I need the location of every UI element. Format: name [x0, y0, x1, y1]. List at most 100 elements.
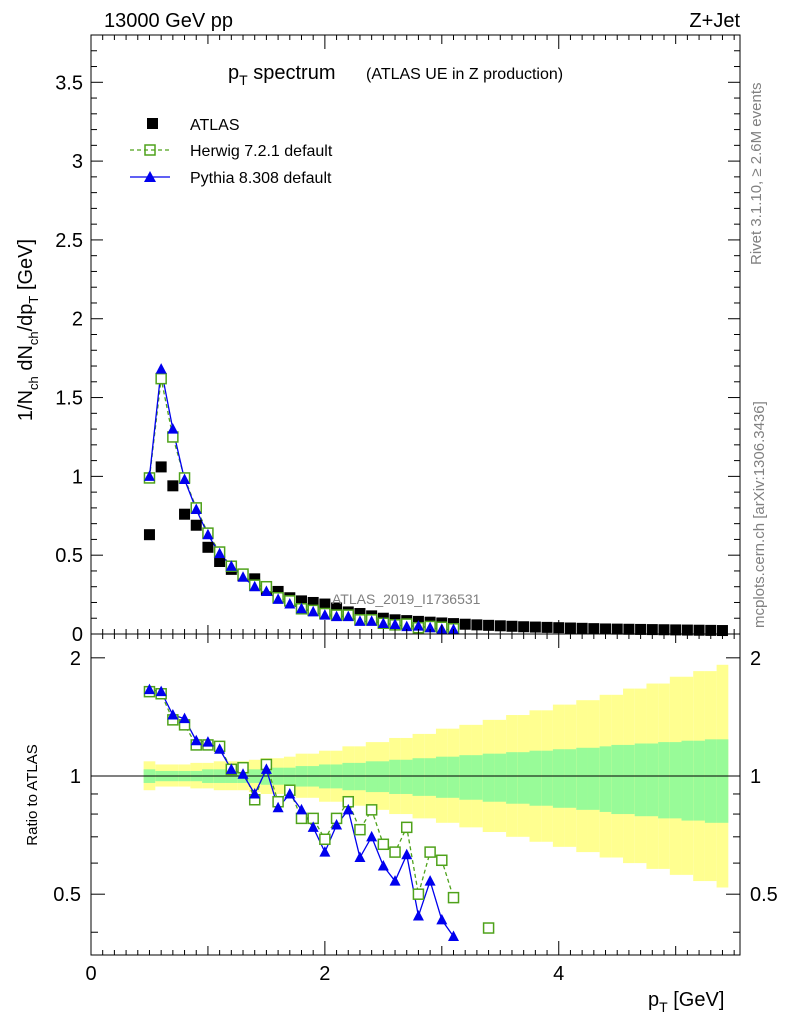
pythia-marker	[190, 503, 202, 514]
legend-atlas-marker	[147, 118, 158, 129]
atlas-data-point	[167, 480, 179, 492]
herwig-marker	[447, 891, 460, 904]
pythia-marker	[331, 610, 343, 622]
herwig-marker	[424, 846, 436, 858]
pythia-marker	[307, 821, 319, 832]
pythia-marker	[331, 819, 343, 830]
pythia-marker	[214, 743, 226, 754]
stat-uncertainty-band	[704, 739, 717, 823]
main-y-tick-label: 1.5	[55, 388, 83, 410]
stat-uncertainty-band	[459, 755, 472, 800]
pythia-marker	[412, 909, 424, 921]
pythia-marker	[448, 930, 460, 942]
herwig-marker	[365, 804, 378, 816]
stat-uncertainty-band	[400, 759, 413, 794]
stat-uncertainty-band	[365, 761, 378, 793]
legend-pythia-label: Pythia 8.308 default	[190, 170, 332, 187]
herwig-marker	[155, 372, 167, 385]
pythia-marker	[377, 617, 389, 628]
stat-uncertainty-band	[517, 752, 530, 804]
stat-uncertainty-band	[599, 746, 612, 812]
legend-pythia-marker	[144, 171, 156, 182]
header-right: Z+Jet	[689, 10, 740, 32]
legend-herwig-label: Herwig 7.2.1 default	[190, 143, 333, 160]
pythia-marker	[272, 801, 284, 813]
atlas-data-point	[202, 541, 214, 553]
stat-uncertainty-band	[447, 756, 460, 798]
herwig-marker	[377, 838, 390, 851]
pythia-marker	[377, 859, 389, 871]
pythia-marker	[424, 875, 436, 886]
pythia-marker	[401, 620, 413, 632]
atlas-data-point	[564, 622, 576, 634]
atlas-data-point	[494, 620, 506, 632]
pythia-marker	[202, 528, 214, 540]
atlas-data-point	[576, 622, 588, 634]
pythia-marker	[366, 830, 378, 842]
main-panel-frame	[90, 34, 741, 635]
herwig-marker	[412, 888, 425, 900]
herwig-marker	[295, 812, 308, 825]
herwig-marker	[389, 846, 401, 858]
pythia-marker	[448, 623, 460, 635]
stat-uncertainty-band	[658, 742, 670, 819]
stat-uncertainty-band	[389, 759, 401, 794]
stat-uncertainty-band	[412, 758, 425, 796]
stat-uncertainty-band	[506, 752, 518, 804]
main-y-axis-label: 1/Nch dNch/dpT [GeV]	[15, 239, 41, 421]
main-y-tick-label: 3.5	[55, 72, 83, 94]
atlas-data-point	[471, 619, 483, 631]
atlas-data-point	[518, 621, 530, 633]
atlas-data-point	[190, 519, 202, 531]
herwig-marker	[436, 854, 448, 867]
pythia-marker	[389, 875, 401, 886]
herwig-marker	[354, 823, 366, 836]
pythia-marker	[225, 560, 237, 571]
atlas-data-point	[249, 573, 261, 585]
herwig-marker	[400, 821, 413, 834]
pythia-marker	[319, 846, 331, 857]
stat-uncertainty-band	[435, 756, 448, 798]
pythia-marker	[237, 768, 249, 779]
atlas-data-point	[459, 618, 471, 630]
herwig-marker	[482, 922, 495, 934]
stat-uncertainty-band	[354, 762, 366, 791]
legend-herwig-marker	[144, 144, 156, 156]
pythia-marker	[202, 736, 214, 747]
herwig-marker	[319, 833, 331, 846]
pythia-marker	[249, 787, 261, 799]
mcplots-label: mcplots.cern.ch [arXiv:1306.3436]	[751, 401, 768, 628]
main-y-tick-label: 0.5	[55, 545, 83, 567]
stat-uncertainty-band	[634, 743, 647, 817]
stat-uncertainty-band	[587, 747, 600, 810]
stat-uncertainty-band	[529, 750, 542, 806]
atlas-data-point	[600, 623, 612, 635]
atlas-data-point	[506, 620, 518, 632]
plot-title: pT spectrum	[228, 62, 336, 88]
x-tick-label: 2	[319, 963, 330, 985]
pythia-marker	[272, 593, 284, 604]
legend-atlas-label: ATLAS	[190, 117, 240, 134]
pythia-marker	[260, 763, 272, 774]
stat-uncertainty-band	[482, 753, 495, 802]
ratio-y-tick-label: 2	[70, 648, 81, 670]
stat-uncertainty-band	[716, 739, 729, 823]
analysis-watermark: ATLAS_2019_I1736531	[332, 591, 481, 607]
pythia-marker	[295, 602, 307, 614]
main-y-tick-label: 3	[72, 151, 83, 173]
ratio-series-group	[143, 683, 495, 942]
stat-uncertainty-band	[471, 755, 483, 800]
pythia-marker	[214, 547, 226, 559]
stat-uncertainty-band	[564, 749, 577, 808]
atlas-data-point	[529, 621, 541, 633]
pythia-marker	[366, 615, 378, 626]
pythia-marker	[307, 605, 319, 617]
stat-uncertainty-band	[576, 747, 588, 810]
pythia-marker	[179, 712, 191, 724]
stat-uncertainty-band	[646, 743, 659, 817]
atlas-data-point	[155, 461, 167, 473]
stat-uncertainty-band	[541, 750, 553, 806]
atlas-data-point	[354, 608, 366, 620]
pythia-marker	[260, 585, 272, 596]
pythia-marker	[319, 609, 331, 620]
